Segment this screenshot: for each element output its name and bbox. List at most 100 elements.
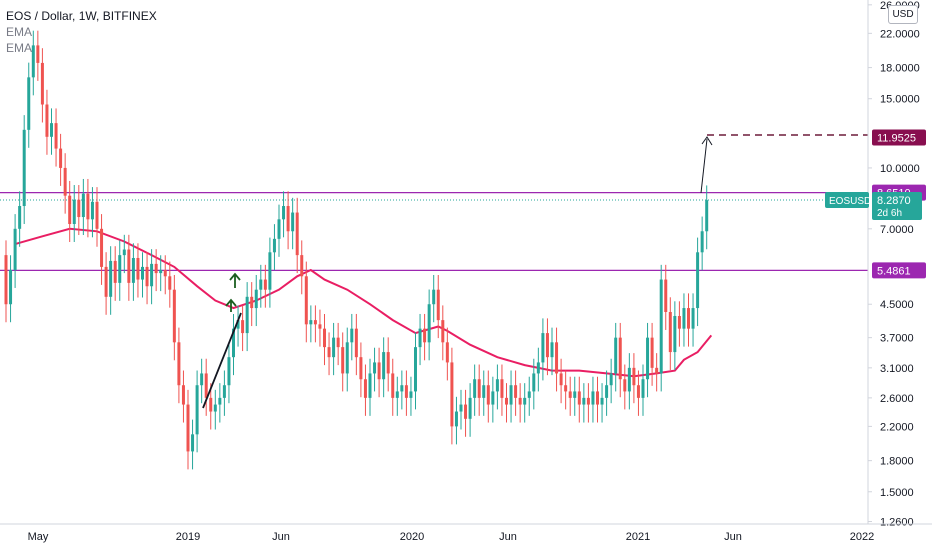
candle bbox=[641, 364, 645, 416]
x-tick-label: Jun bbox=[272, 531, 290, 543]
candle bbox=[236, 305, 240, 347]
candle bbox=[450, 347, 454, 445]
candle bbox=[304, 261, 308, 343]
candle bbox=[222, 370, 226, 416]
candle bbox=[354, 313, 358, 376]
candle bbox=[696, 237, 700, 327]
candle bbox=[477, 364, 481, 416]
candle bbox=[532, 358, 536, 410]
candle bbox=[473, 364, 477, 416]
candle bbox=[427, 289, 431, 361]
candle bbox=[272, 224, 276, 271]
candle bbox=[464, 389, 468, 437]
candle bbox=[263, 264, 267, 308]
candle bbox=[100, 214, 104, 285]
candle bbox=[122, 234, 126, 274]
candle bbox=[323, 313, 326, 366]
y-tick-label: 15.0000 bbox=[880, 94, 920, 106]
candle bbox=[436, 274, 440, 339]
candle bbox=[9, 255, 13, 323]
candle bbox=[259, 264, 263, 308]
candle bbox=[636, 370, 640, 416]
candle bbox=[345, 327, 349, 392]
candle bbox=[36, 30, 40, 81]
horizontal-levels[interactable] bbox=[0, 192, 868, 272]
candle bbox=[545, 318, 549, 376]
candle bbox=[282, 191, 286, 238]
candle bbox=[22, 115, 26, 225]
candle bbox=[332, 322, 336, 376]
y-tick-label: 2.2000 bbox=[880, 421, 914, 433]
candle bbox=[495, 364, 499, 410]
candle bbox=[677, 301, 681, 347]
time-axis[interactable]: May 2019 Jun 2020 Jun 2021 Jun 2022 bbox=[0, 523, 932, 543]
candle bbox=[363, 364, 367, 416]
candle bbox=[491, 376, 495, 423]
candle bbox=[113, 246, 117, 301]
ema-indicator-label-2[interactable]: EMA bbox=[6, 41, 33, 55]
currency-button[interactable]: USD bbox=[888, 5, 918, 24]
y-tick-label: 3.1000 bbox=[880, 363, 914, 375]
candle bbox=[86, 178, 90, 238]
drawings-layer[interactable] bbox=[202, 134, 868, 409]
svg-text:11.9525: 11.9525 bbox=[877, 132, 916, 144]
candle bbox=[400, 370, 404, 410]
candle bbox=[141, 252, 144, 298]
candle bbox=[313, 305, 317, 343]
candle bbox=[550, 327, 554, 376]
candle bbox=[286, 191, 290, 250]
projection-arrowhead bbox=[701, 136, 713, 146]
candle bbox=[159, 255, 163, 292]
symbol-title[interactable]: EOS / Dollar, 1W, BITFINEX bbox=[6, 9, 157, 23]
candle bbox=[395, 376, 399, 416]
candle bbox=[409, 376, 413, 416]
candle bbox=[700, 216, 704, 271]
candle bbox=[72, 185, 76, 242]
candle bbox=[655, 353, 659, 392]
candle bbox=[63, 153, 67, 214]
candle bbox=[600, 383, 604, 423]
candle bbox=[318, 309, 322, 347]
trend-line[interactable] bbox=[202, 312, 242, 409]
candle bbox=[509, 370, 513, 423]
level-tag-lower: 5.4861 bbox=[872, 262, 926, 279]
candle bbox=[154, 249, 158, 292]
candle bbox=[564, 370, 568, 410]
candle bbox=[218, 383, 222, 423]
x-tick-label: Jun bbox=[724, 531, 742, 543]
y-tick-label: 3.7000 bbox=[880, 333, 914, 345]
candle bbox=[623, 364, 627, 410]
y-tick-label: 4.5000 bbox=[880, 299, 914, 311]
candle bbox=[591, 376, 595, 423]
svg-text:8.2870: 8.2870 bbox=[877, 195, 911, 207]
y-tick-label: 10.0000 bbox=[880, 163, 920, 175]
candle bbox=[45, 89, 49, 155]
candle bbox=[50, 108, 53, 155]
candle bbox=[31, 30, 35, 96]
candle bbox=[245, 282, 249, 352]
candle bbox=[336, 322, 340, 366]
candle bbox=[577, 376, 581, 423]
candle bbox=[541, 318, 545, 381]
projection-line[interactable] bbox=[700, 138, 708, 194]
y-tick-label: 22.0000 bbox=[880, 28, 920, 40]
candle bbox=[482, 370, 486, 416]
green-arrow-up bbox=[225, 298, 237, 312]
candle bbox=[118, 240, 122, 301]
price-axis[interactable]: 26.000022.000018.000015.000010.00007.000… bbox=[867, 0, 920, 529]
candle bbox=[291, 197, 295, 250]
candle bbox=[527, 376, 531, 416]
ema-indicator-label-1[interactable]: EMA bbox=[6, 25, 33, 39]
candle bbox=[632, 353, 636, 404]
y-tick-label: 2.6000 bbox=[880, 393, 914, 405]
candle bbox=[664, 264, 668, 330]
candle bbox=[13, 214, 17, 288]
candle bbox=[54, 108, 58, 167]
x-tick-label: Jun bbox=[499, 531, 517, 543]
candle bbox=[109, 246, 113, 315]
candle bbox=[172, 274, 176, 361]
candle bbox=[136, 243, 140, 298]
